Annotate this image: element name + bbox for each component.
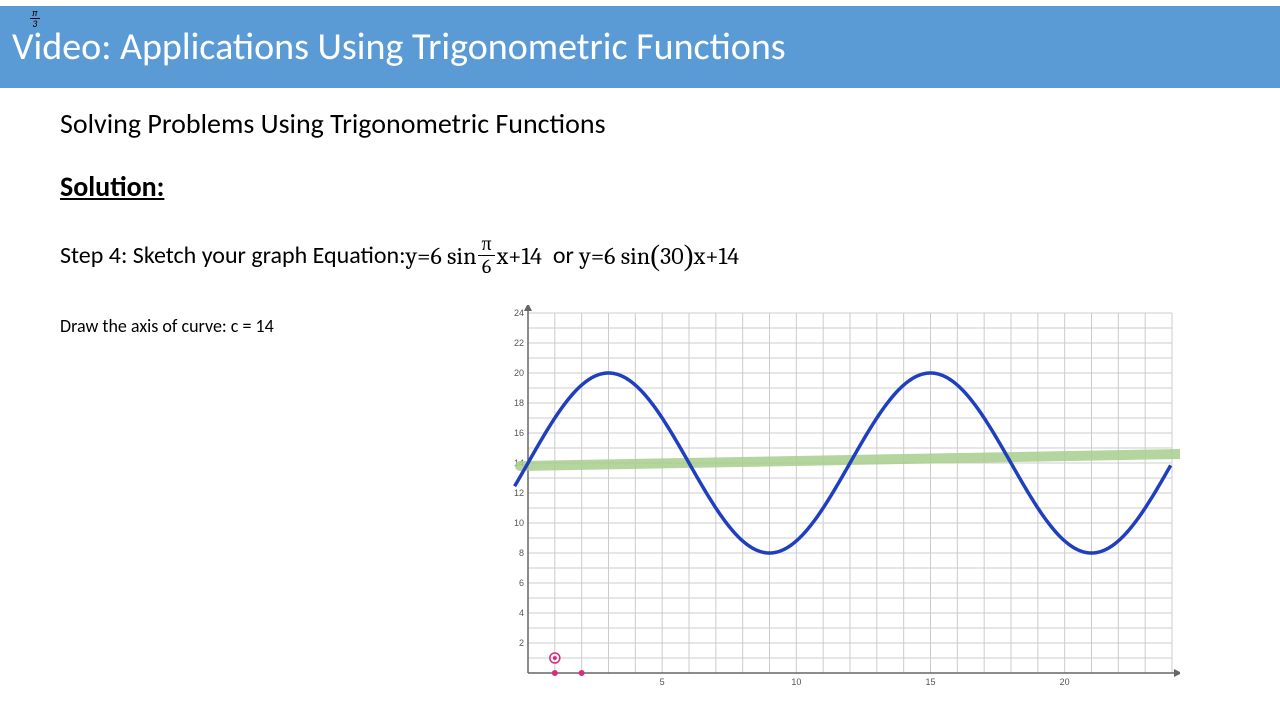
solution-heading: Solution:: [60, 169, 1220, 204]
step-prefix: Step 4: Sketch your graph Equation:: [60, 241, 406, 270]
eq1-tail: x+14: [497, 242, 542, 270]
svg-text:12: 12: [514, 488, 524, 498]
svg-text:10: 10: [791, 677, 801, 687]
eq2-rparen: ): [684, 239, 694, 273]
svg-text:15: 15: [925, 677, 935, 687]
equation-2: y = 6 sin ( 30 ) x+14: [579, 239, 739, 273]
svg-text:16: 16: [514, 428, 524, 438]
eq2-body: 6 sin: [604, 242, 650, 270]
svg-text:10: 10: [514, 518, 524, 528]
step-line: Step 4: Sketch your graph Equation: y = …: [60, 234, 1220, 277]
eq1-frac: π 6: [478, 234, 494, 277]
eq1-lhs: y: [406, 242, 418, 270]
eq2-lparen: (: [650, 239, 660, 273]
content-area: Solving Problems Using Trigonometric Fun…: [0, 88, 1280, 695]
page-title: Video: Applications Using Trigonometric …: [12, 24, 786, 70]
svg-text:5: 5: [660, 677, 665, 687]
sine-chart: 246810121416182022245101520: [500, 305, 1180, 695]
svg-text:18: 18: [514, 398, 524, 408]
eq1-frac-n: π: [478, 234, 494, 256]
eq2-tail: x+14: [694, 242, 739, 270]
svg-text:22: 22: [514, 338, 524, 348]
body-row: Draw the axis of curve: c = 14 246810121…: [60, 305, 1220, 695]
axis-note: Draw the axis of curve: c = 14: [60, 305, 500, 337]
eq2-eq: =: [591, 242, 604, 270]
corner-frac-den: 3: [30, 19, 40, 29]
eq1-coef: 6 sin: [430, 242, 476, 270]
eq2-lhs: y: [579, 242, 591, 270]
svg-text:8: 8: [519, 548, 524, 558]
eq2-paren: 30: [660, 242, 683, 270]
title-bar: Video: Applications Using Trigonometric …: [0, 6, 1280, 88]
chart-container: 246810121416182022245101520: [500, 305, 1220, 695]
svg-text:20: 20: [1060, 677, 1070, 687]
eq1-frac-d: 6: [482, 256, 491, 277]
equation-1: y = 6 sin π 6 x+14: [406, 234, 542, 277]
eq1-eq: =: [417, 242, 430, 270]
svg-text:20: 20: [514, 368, 524, 378]
svg-text:2: 2: [519, 638, 524, 648]
subtitle: Solving Problems Using Trigonometric Fun…: [60, 106, 1220, 141]
or-text: or: [542, 241, 579, 270]
svg-text:24: 24: [514, 308, 524, 318]
svg-text:4: 4: [519, 608, 524, 618]
corner-fraction: π 3: [30, 8, 40, 29]
svg-text:6: 6: [519, 578, 524, 588]
